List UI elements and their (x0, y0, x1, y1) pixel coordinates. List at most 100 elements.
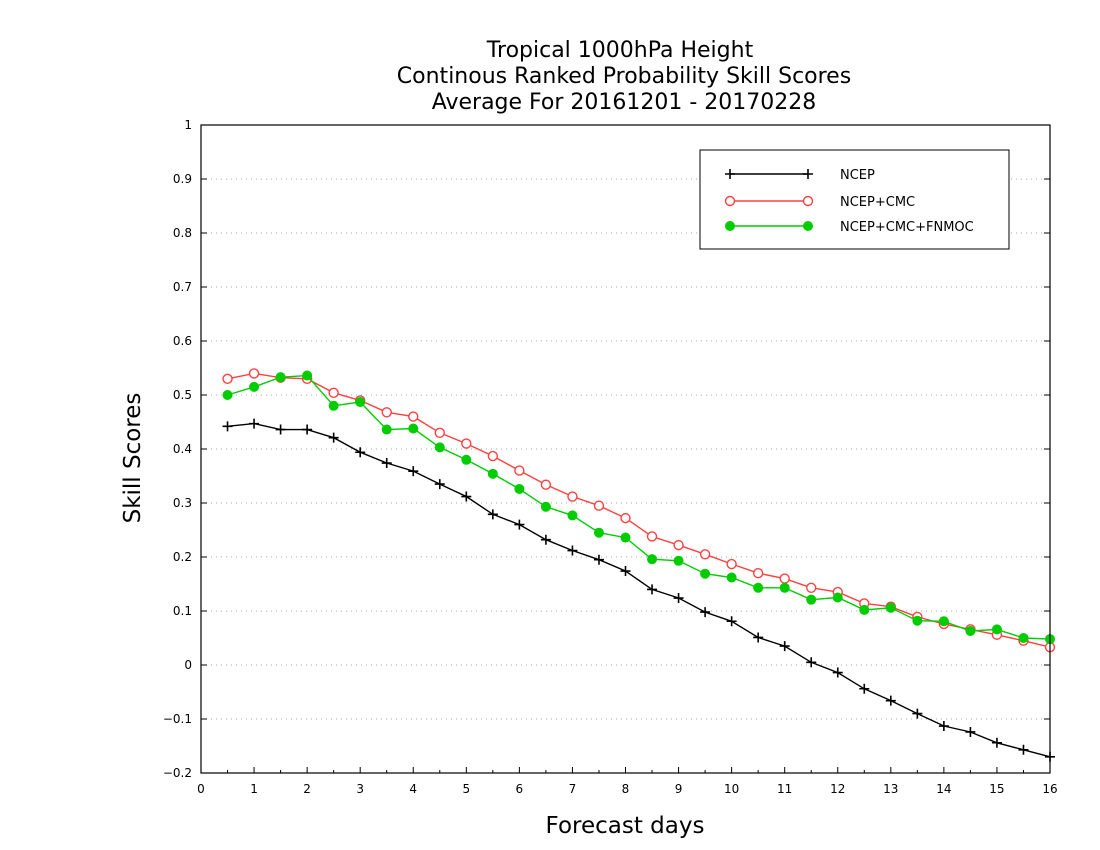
legend-entry-ncep: NCEP (725, 168, 875, 183)
data-point-ncep (647, 584, 658, 595)
data-point-ncep (540, 534, 551, 545)
data-point-ncep-cmc-fnmoc (514, 483, 525, 494)
data-point-ncep-cmc-fnmoc (408, 423, 419, 434)
data-point-ncep-cmc (514, 465, 525, 476)
data-point-ncep (355, 447, 366, 458)
x-tick-label: 9 (675, 782, 683, 796)
data-point-ncep (302, 424, 313, 435)
data-point-ncep (381, 458, 392, 469)
data-point-ncep-cmc (408, 411, 419, 422)
data-point-ncep-cmc (461, 438, 472, 449)
data-point-ncep-cmc-fnmoc (567, 510, 578, 521)
x-tick-label: 2 (303, 782, 311, 796)
data-point-ncep-cmc (540, 479, 552, 490)
y-tick-label: −0.2 (163, 766, 192, 780)
data-point-ncep (1018, 744, 1029, 755)
x-tick-label: 12 (830, 782, 845, 796)
x-tick-label: 8 (622, 782, 630, 796)
data-point-ncep-cmc (593, 500, 605, 511)
data-point-ncep-cmc-fnmoc (859, 604, 870, 615)
legend-label-ncep-cmc-fnmoc: NCEP+CMC+FNMOC (840, 220, 974, 235)
data-point-ncep (620, 566, 631, 577)
y-tick-label: 1 (184, 118, 192, 132)
data-point-ncep-cmc (726, 558, 737, 570)
legend-marker-ncep-left (725, 169, 735, 179)
legend-label-ncep-cmc: NCEP+CMC (840, 195, 915, 210)
data-point-ncep-cmc-fnmoc (620, 532, 631, 543)
y-tick-label: 0.3 (173, 496, 192, 510)
data-point-ncep-cmc-fnmoc (991, 624, 1002, 635)
y-tick-label: 0.9 (173, 172, 192, 186)
x-tick-label: 5 (462, 782, 470, 796)
legend-entry-ncep-cmc-fnmoc: NCEP+CMC+FNMOC (725, 220, 974, 235)
data-point-ncep-cmc-fnmoc (700, 568, 711, 579)
series-line-ncep-cmc (227, 372, 1051, 648)
data-point-ncep (779, 641, 790, 652)
data-point-ncep-cmc-fnmoc (965, 625, 976, 636)
x-tick-label: 0 (197, 782, 205, 796)
y-tick-label: 0.7 (173, 280, 192, 294)
data-point-ncep-cmc (779, 573, 790, 584)
data-point-ncep (859, 683, 870, 694)
data-point-ncep-cmc-fnmoc (673, 555, 684, 566)
x-tick-label: 10 (724, 782, 739, 796)
y-tick-label: 0.6 (173, 334, 192, 348)
data-point-ncep (726, 616, 737, 627)
axis-ticks: −0.2−0.100.10.20.30.40.50.60.70.80.910 1 2… (163, 118, 1058, 796)
series-line-ncep-cmc-fnmoc (227, 374, 1051, 640)
data-point-ncep (275, 424, 286, 435)
data-point-ncep-cmc (806, 582, 817, 593)
data-point-ncep-cmc-fnmoc (328, 400, 339, 411)
legend-marker-ncep-cmc-left (724, 195, 736, 207)
plot-area-frame (200, 124, 1051, 774)
data-point-ncep (700, 607, 711, 618)
y-tick-label: 0.4 (173, 442, 192, 456)
chart-title-line-2: Continous Ranked Probability Skill Score… (397, 64, 851, 89)
x-tick-label: 11 (777, 782, 792, 796)
data-point-ncep (593, 554, 604, 565)
legend-box (699, 149, 1010, 250)
series-layer (222, 368, 1056, 762)
x-axis-label: Forecast days (546, 813, 705, 839)
data-point-ncep-cmc (673, 539, 684, 551)
data-point-ncep (991, 737, 1002, 748)
data-point-ncep-cmc-fnmoc (302, 370, 313, 381)
y-tick-label: 0.2 (173, 550, 192, 564)
series-line-ncep (227, 422, 1051, 758)
data-point-ncep (806, 657, 817, 668)
x-tick-label: 4 (409, 782, 417, 796)
legend-marker-ncep-cmc-fnmoc-left (725, 221, 735, 231)
legend: NCEP NCEP+CMC NCEP+CMC+FNMOC (699, 149, 1010, 250)
data-point-ncep-cmc-fnmoc (912, 615, 923, 626)
data-point-ncep (938, 721, 949, 732)
grid-lines (201, 178, 1050, 720)
data-point-ncep (885, 695, 896, 706)
data-point-ncep-cmc (646, 531, 658, 542)
x-tick-label: 6 (516, 782, 524, 796)
chart-title-line-1: Tropical 1000hPa Height (486, 38, 754, 63)
data-point-ncep (487, 509, 498, 520)
data-point-ncep-cmc (699, 549, 711, 560)
legend-marker-ncep-cmc-fnmoc-right (803, 221, 813, 231)
data-point-ncep-cmc (222, 373, 233, 384)
data-point-ncep-cmc-fnmoc (885, 602, 896, 613)
data-point-ncep (965, 726, 976, 737)
data-point-ncep-cmc (381, 407, 392, 418)
y-tick-label: −0.1 (163, 712, 192, 726)
data-point-ncep-cmc-fnmoc (381, 424, 392, 435)
data-point-ncep-cmc-fnmoc (249, 381, 260, 392)
data-point-ncep-cmc (567, 491, 578, 502)
x-tick-label: 7 (569, 782, 577, 796)
data-point-ncep-cmc (328, 387, 339, 399)
data-point-ncep (461, 491, 472, 502)
legend-entry-ncep-cmc: NCEP+CMC (724, 195, 915, 210)
y-tick-label: 0.5 (173, 388, 192, 402)
data-point-ncep-cmc-fnmoc (726, 572, 737, 583)
data-point-ncep-cmc-fnmoc (487, 468, 498, 479)
data-point-ncep-cmc (248, 368, 260, 379)
legend-label-ncep: NCEP (840, 168, 875, 183)
x-tick-label: 3 (356, 782, 364, 796)
data-point-ncep-cmc-fnmoc (1018, 633, 1029, 643)
data-point-ncep-cmc-fnmoc (832, 592, 843, 603)
